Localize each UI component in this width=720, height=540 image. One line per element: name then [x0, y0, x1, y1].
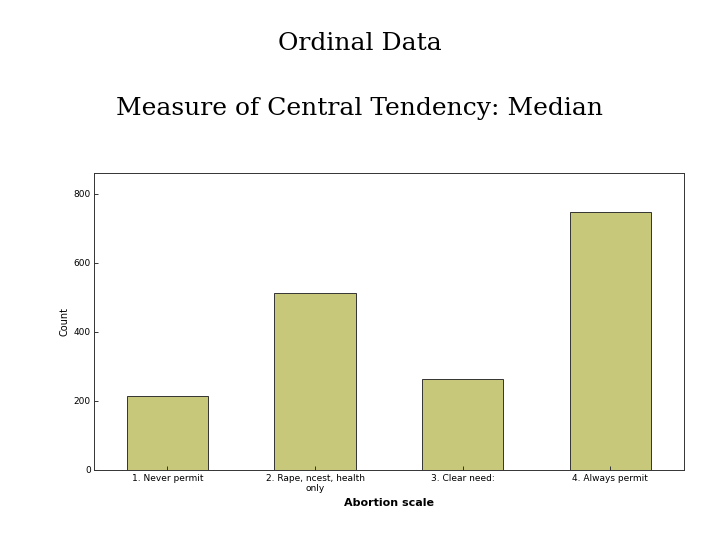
Text: Measure of Central Tendency: Median: Measure of Central Tendency: Median	[117, 97, 603, 119]
X-axis label: Abortion scale: Abortion scale	[344, 497, 433, 508]
Text: Ordinal Data: Ordinal Data	[278, 32, 442, 55]
Bar	[422, 379, 503, 470]
Y-axis label: Count: Count	[60, 307, 69, 336]
Bar	[570, 212, 651, 470]
Bar	[127, 396, 208, 470]
Bar	[274, 293, 356, 470]
